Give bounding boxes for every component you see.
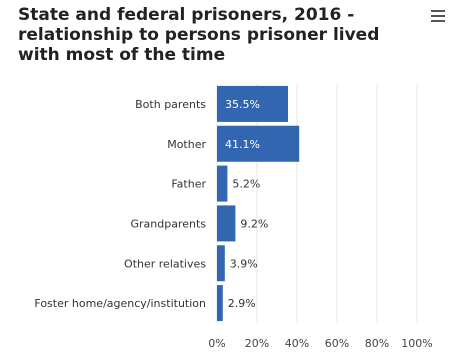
data-label: 5.2% (232, 178, 260, 191)
category-label: Both parents (135, 98, 206, 111)
bar[interactable] (217, 245, 225, 282)
data-label: 3.9% (230, 257, 258, 270)
x-tick-label: 80% (365, 337, 389, 350)
x-tick-label: 40% (285, 337, 309, 350)
data-labels: 35.5% 41.1% 5.2% 9.2% 3.9% 2.9% (225, 98, 268, 310)
bars (217, 85, 300, 322)
data-label: 41.1% (225, 138, 260, 151)
category-label: Foster home/agency/institution (34, 297, 206, 310)
x-tick-label: 0% (208, 337, 225, 350)
data-label: 35.5% (225, 98, 260, 111)
x-tick-label: 20% (245, 337, 269, 350)
category-label: Grandparents (130, 217, 206, 230)
chart-title: State and federal prisoners, 2016 - rela… (18, 5, 380, 65)
bar[interactable] (217, 85, 288, 122)
x-axis-tick-labels: 0% 20% 40% 60% 80% 100% (208, 337, 432, 350)
bar[interactable] (217, 285, 223, 322)
hamburger-icon[interactable] (431, 10, 445, 24)
data-label: 9.2% (240, 217, 268, 230)
category-label: Mother (167, 138, 206, 151)
bar[interactable] (217, 125, 300, 162)
x-tick-label: 100% (401, 337, 432, 350)
category-label: Other relatives (124, 257, 206, 270)
bar[interactable] (217, 165, 228, 202)
category-labels: Both parents Mother Father Grandparents Othe… (34, 98, 206, 310)
category-label: Father (171, 178, 206, 191)
data-label: 2.9% (228, 297, 256, 310)
x-tick-label: 60% (325, 337, 349, 350)
grid-lines (216, 84, 418, 323)
bar[interactable] (217, 205, 236, 242)
